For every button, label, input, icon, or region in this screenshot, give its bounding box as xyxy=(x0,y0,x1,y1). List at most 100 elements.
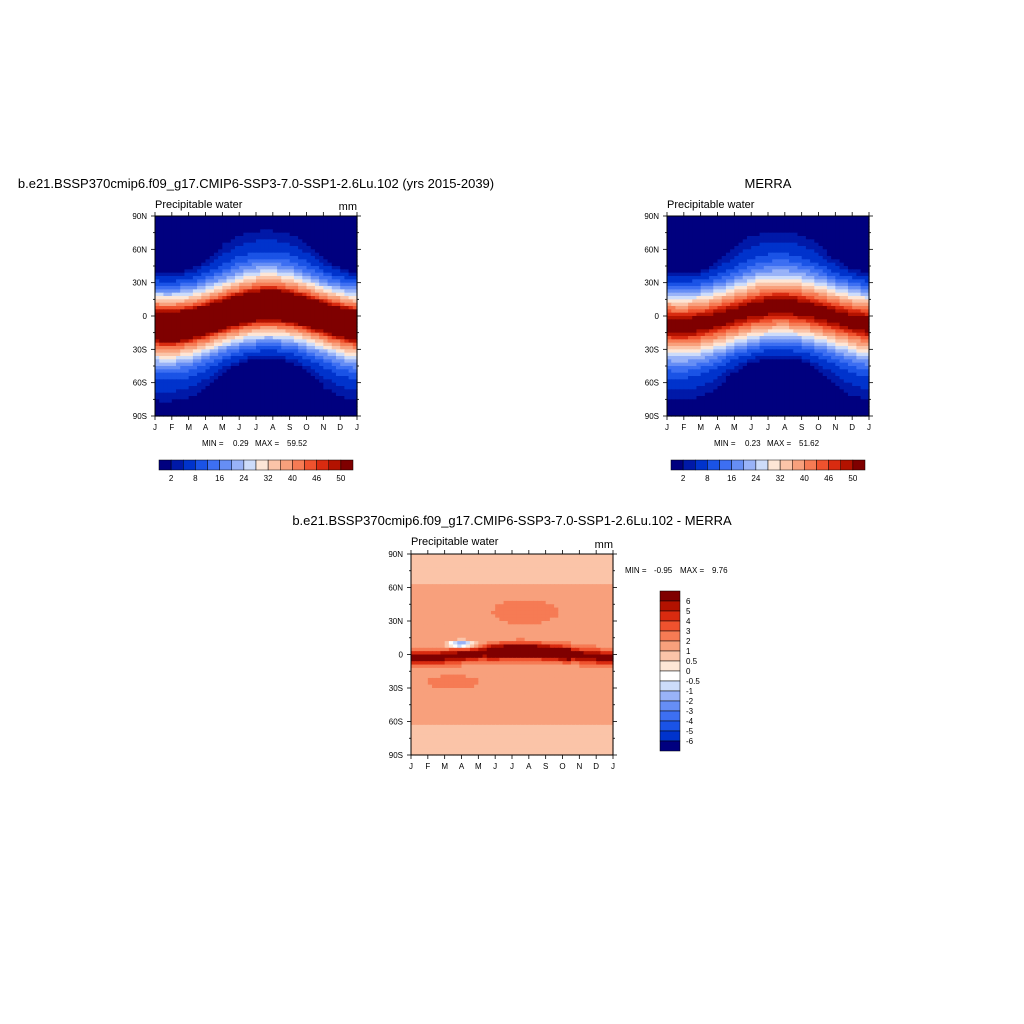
model-cell xyxy=(310,276,316,280)
model-cell xyxy=(176,286,181,290)
model-cell xyxy=(167,226,173,230)
model-cell xyxy=(209,376,215,380)
model-cell xyxy=(293,286,299,290)
merra-cell xyxy=(725,226,731,230)
merra-cell xyxy=(671,299,677,304)
merra-cell xyxy=(755,239,761,244)
model-cell xyxy=(201,246,207,250)
model-cell xyxy=(218,376,223,380)
model-cell xyxy=(251,412,257,417)
model-cell xyxy=(155,382,160,387)
merra-cell xyxy=(700,306,706,310)
merra-cell xyxy=(696,346,702,350)
merra-cell xyxy=(860,306,866,310)
model-cell xyxy=(268,332,274,337)
merra-cell xyxy=(683,319,689,324)
model-cell xyxy=(243,339,249,344)
merra-cell xyxy=(780,246,786,250)
model-cell xyxy=(192,409,198,414)
model-cell xyxy=(352,352,358,357)
merra-cell xyxy=(831,242,836,247)
model-cell xyxy=(176,366,181,370)
merra-cell xyxy=(856,246,862,250)
merra-cell xyxy=(730,249,735,254)
model-cell xyxy=(310,326,316,330)
model-cell xyxy=(331,356,337,360)
model-cell xyxy=(298,336,303,340)
model-cell xyxy=(155,329,160,334)
model-cell xyxy=(281,272,287,277)
merra-cell xyxy=(763,282,769,287)
model-cell xyxy=(260,389,266,394)
merra-cell xyxy=(704,349,710,354)
merra-cell xyxy=(847,292,853,297)
merra-cell xyxy=(700,316,706,320)
merra-cell xyxy=(772,319,778,324)
model-cell xyxy=(306,296,312,300)
merra-cell xyxy=(709,289,714,294)
model-cell xyxy=(218,246,223,250)
model-cell xyxy=(243,302,249,307)
model-cell xyxy=(201,299,207,304)
model-cell xyxy=(234,216,240,220)
merra-cell xyxy=(814,349,820,354)
model-cell xyxy=(264,216,270,220)
merra-cell xyxy=(738,276,744,280)
model-cell xyxy=(327,236,333,240)
model-cell xyxy=(155,279,160,284)
model-cell xyxy=(184,252,190,257)
merra-cell xyxy=(734,249,740,254)
model-cell xyxy=(268,232,274,237)
model-cell xyxy=(159,379,165,384)
model-cell xyxy=(344,376,350,380)
model-colorbar-label: 8 xyxy=(193,474,198,483)
merra-cell xyxy=(772,236,778,240)
merra-cell xyxy=(793,279,799,284)
model-cell xyxy=(331,319,337,324)
merra-cell xyxy=(746,302,752,307)
merra-cell xyxy=(822,276,828,280)
model-cell xyxy=(243,272,249,277)
model-cell xyxy=(319,276,324,280)
model-cell xyxy=(277,372,282,377)
merra-cell xyxy=(742,339,748,344)
model-cell xyxy=(243,359,249,364)
model-cell xyxy=(192,269,198,274)
merra-cell xyxy=(839,239,845,244)
merra-cell xyxy=(713,299,719,304)
model-cell xyxy=(247,279,253,284)
merra-cell xyxy=(742,312,748,317)
model-cell xyxy=(159,352,165,357)
model-cell xyxy=(344,362,350,367)
model-cell xyxy=(171,266,177,270)
model-cell xyxy=(163,386,169,390)
merra-cell xyxy=(713,316,719,320)
merra-cell xyxy=(776,269,782,274)
model-cell xyxy=(302,246,308,250)
model-cell xyxy=(243,342,249,347)
model-cell xyxy=(209,386,215,390)
merra-cell xyxy=(831,276,836,280)
merra-cell xyxy=(810,292,815,297)
merra-cell xyxy=(746,286,752,290)
model-cell xyxy=(251,232,257,237)
model-cell xyxy=(209,222,215,227)
model-cell xyxy=(306,242,312,247)
model-cell xyxy=(331,329,337,334)
model-cell xyxy=(344,406,350,410)
merra-cell xyxy=(751,342,756,347)
merra-cell xyxy=(667,289,672,294)
model-cell xyxy=(323,262,329,267)
merra-cell xyxy=(801,352,807,357)
model-cell xyxy=(234,262,240,267)
merra-cell xyxy=(839,289,845,294)
model-cell xyxy=(205,272,211,277)
model-cell xyxy=(327,339,333,344)
model-cell xyxy=(298,349,303,354)
merra-cell xyxy=(776,279,782,284)
model-cell xyxy=(234,266,240,270)
model-cell xyxy=(314,372,320,377)
model-cell xyxy=(209,279,215,284)
merra-cell xyxy=(679,346,685,350)
model-cell xyxy=(314,276,320,280)
